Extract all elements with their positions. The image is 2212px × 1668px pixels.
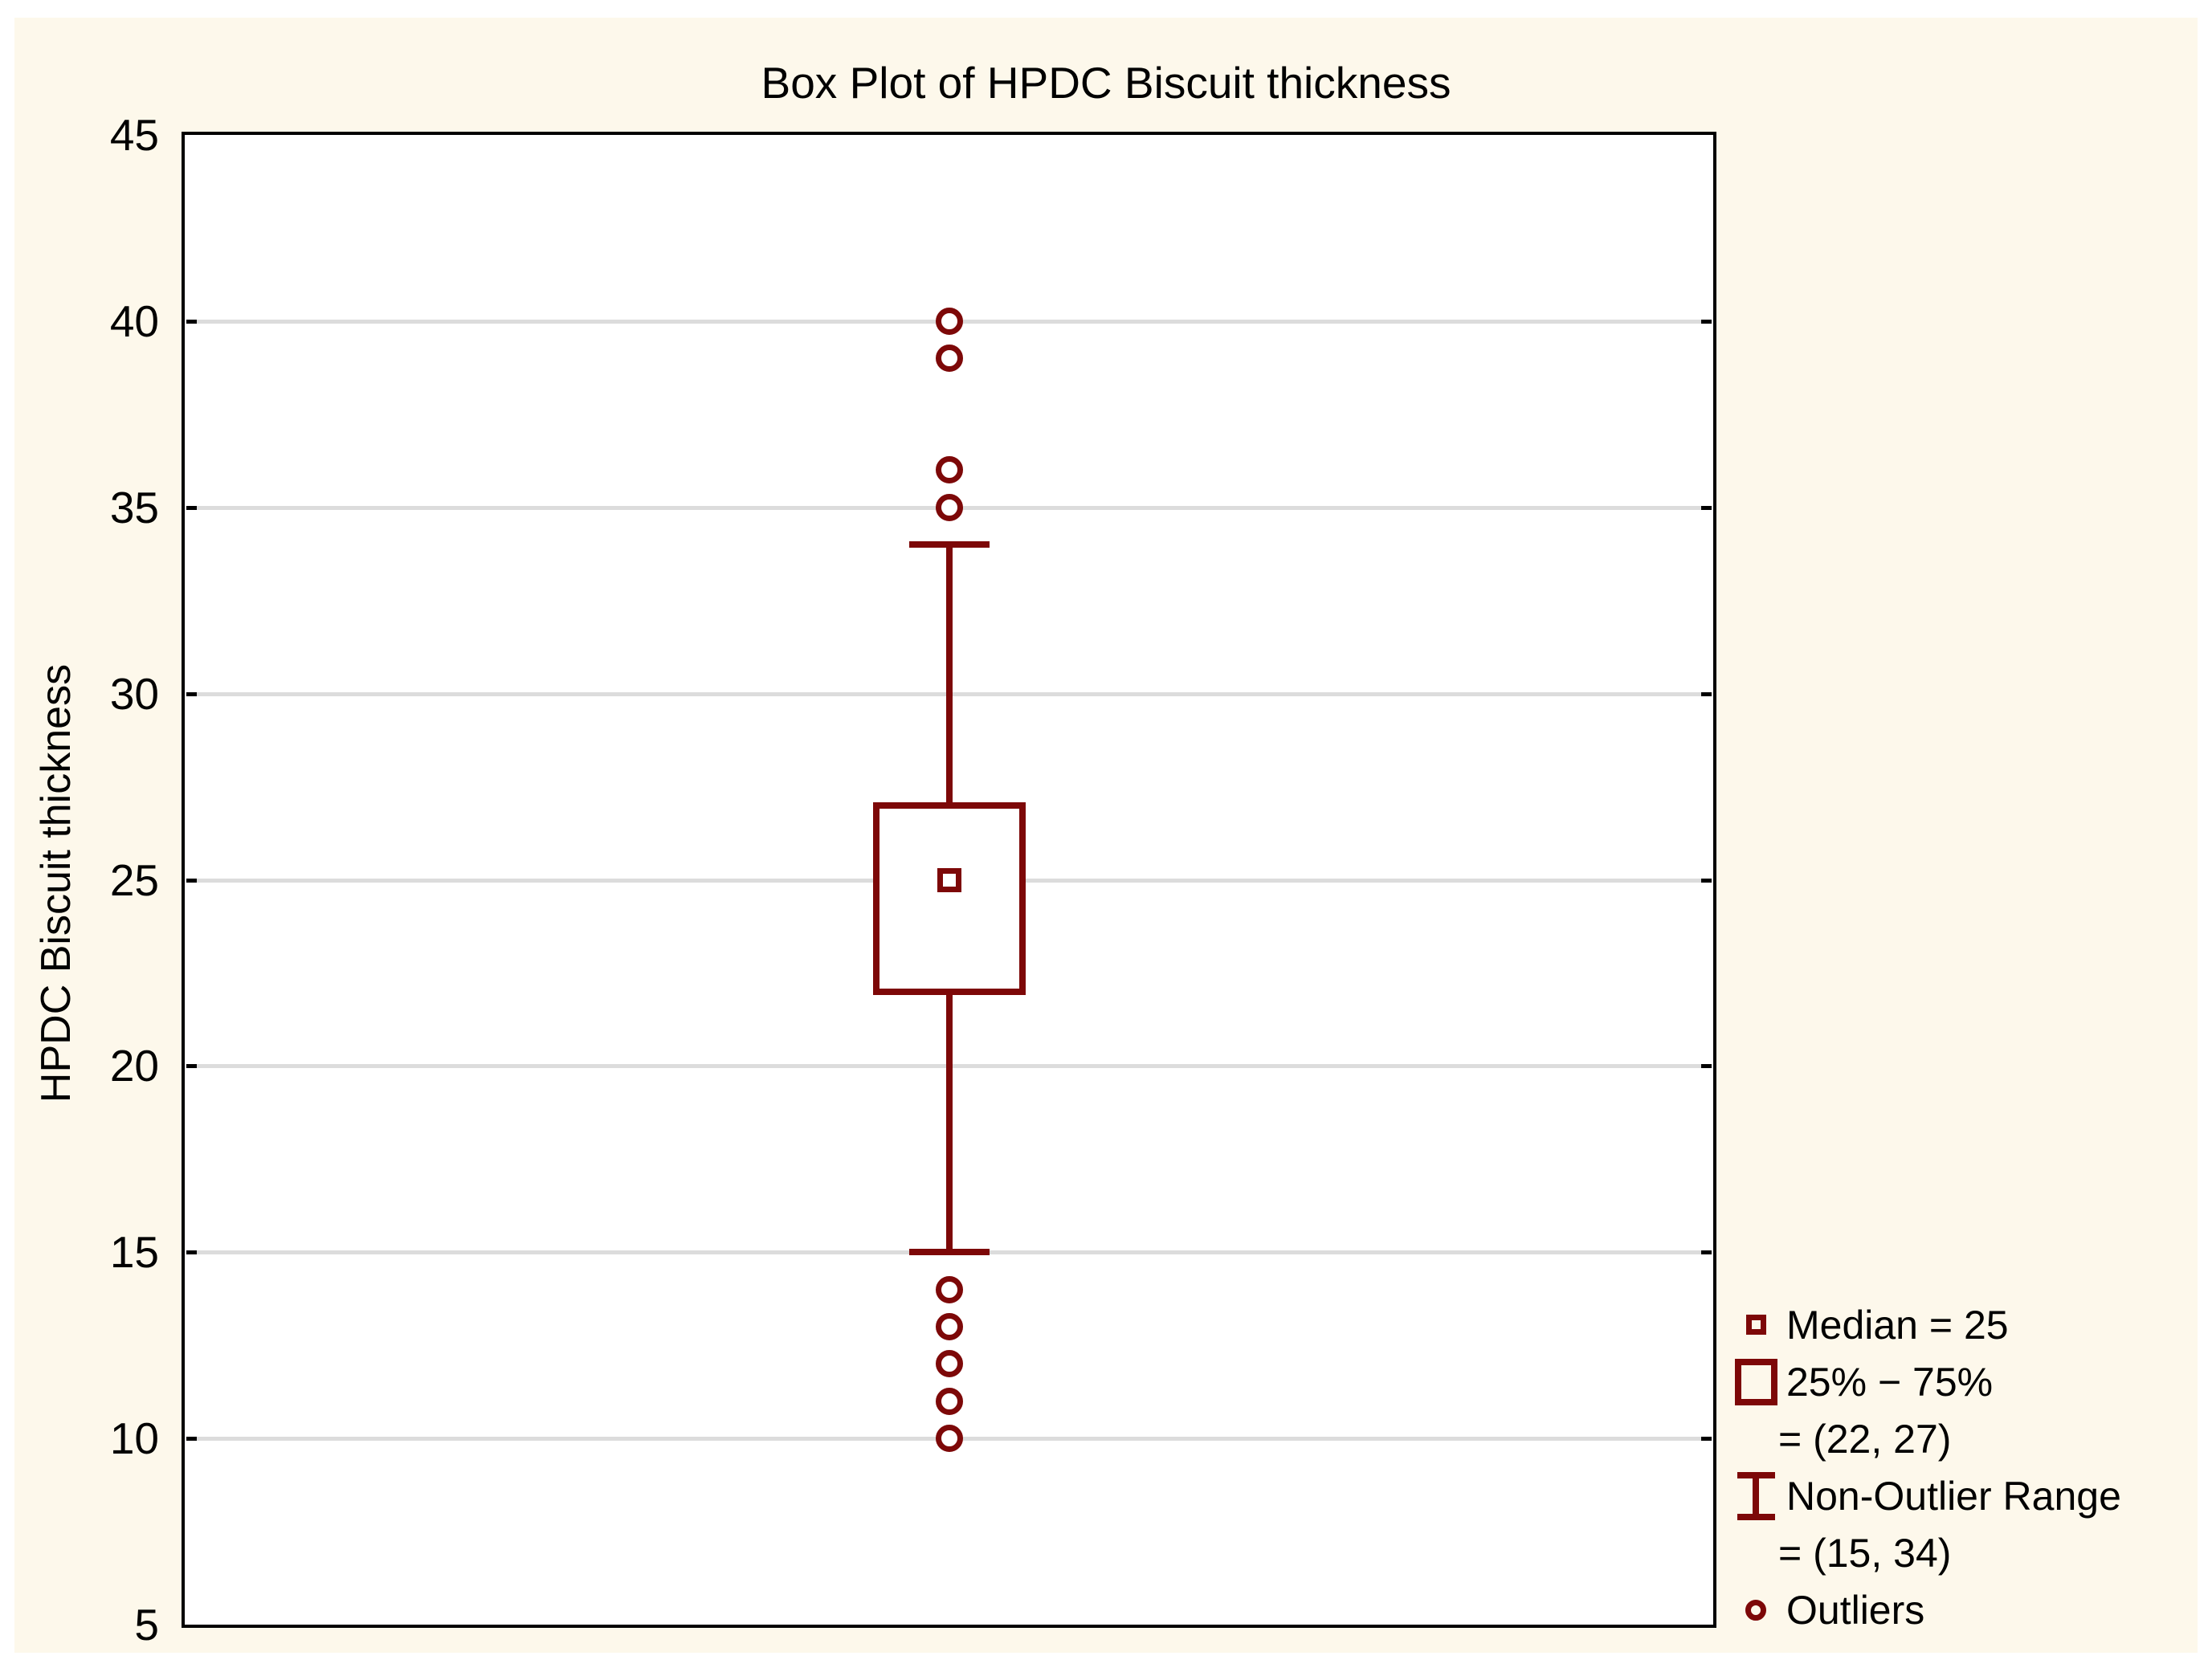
- y-tick-mark-right-25: [1701, 878, 1712, 883]
- legend-item-median: Median = 25: [1725, 1296, 2191, 1353]
- whisker-cap-top: [908, 541, 990, 549]
- outlier-point-12: [935, 1350, 963, 1378]
- median-square-icon: [1745, 1315, 1766, 1335]
- y-tick-mark-left-25: [186, 878, 197, 883]
- y-tick-label-15: 15: [109, 1227, 159, 1278]
- y-tick-label-20: 20: [109, 1041, 159, 1091]
- y-tick-mark-left-10: [186, 1437, 197, 1442]
- y-tick-mark-left-15: [186, 1250, 197, 1255]
- legend-item-outliers: Outliers: [1725, 1581, 2191, 1638]
- outlier-point-11: [935, 1387, 963, 1415]
- legend-item-label: Median = 25: [1786, 1302, 2009, 1348]
- outlier-point-13: [935, 1313, 963, 1340]
- outlier-point-10: [935, 1425, 963, 1453]
- outlier-circle-icon: [1745, 1599, 1766, 1621]
- y-tick-label-45: 45: [109, 110, 159, 160]
- y-tick-mark-right-15: [1701, 1250, 1712, 1255]
- legend-item-label: Outliers: [1786, 1587, 1925, 1633]
- legend: Median = 25 25% − 75% = (22, 27) Non-Out…: [1725, 1296, 2191, 1638]
- y-tick-label-40: 40: [109, 296, 159, 346]
- y-tick-label-35: 35: [109, 482, 159, 532]
- y-tick-mark-left-20: [186, 1064, 197, 1069]
- legend-item-label: = (22, 27): [1778, 1416, 1952, 1462]
- outlier-point-40: [935, 307, 963, 335]
- y-tick-mark-right-40: [1701, 319, 1712, 324]
- legend-item-label: Non-Outlier Range: [1786, 1473, 2121, 1519]
- whisker-lower: [945, 991, 953, 1253]
- y-tick-mark-right-30: [1701, 691, 1712, 696]
- y-tick-mark-left-30: [186, 691, 197, 696]
- y-tick-label-10: 10: [109, 1413, 159, 1464]
- legend-item-iqr-values: = (22, 27): [1725, 1410, 2191, 1467]
- whisker-cap-bottom: [908, 1249, 990, 1256]
- y-tick-mark-left-40: [186, 319, 197, 324]
- chart-title: Box Plot of HPDC Biscuit thickness: [761, 58, 1451, 108]
- legend-item-iqr: 25% − 75%: [1725, 1353, 2191, 1410]
- y-tick-label-25: 25: [109, 854, 159, 905]
- legend-item-label: = (15, 34): [1778, 1530, 1952, 1576]
- legend-item-non-outlier-range: Non-Outlier Range: [1725, 1467, 2191, 1524]
- iqr-box-icon: [1734, 1358, 1777, 1405]
- legend-item-range-values: = (15, 34): [1725, 1524, 2191, 1581]
- y-tick-mark-left-35: [186, 505, 197, 510]
- whisker-range-icon: [1737, 1471, 1775, 1520]
- y-tick-label-30: 30: [109, 668, 159, 719]
- outlier-point-36: [935, 456, 963, 484]
- whisker-upper: [945, 544, 953, 805]
- y-tick-mark-right-35: [1701, 505, 1712, 510]
- y-tick-label-5: 5: [134, 1600, 159, 1650]
- outlier-point-35: [935, 493, 963, 521]
- outlier-point-14: [935, 1275, 963, 1303]
- iqr-box: [872, 801, 1026, 995]
- legend-item-label: 25% − 75%: [1786, 1359, 1994, 1405]
- median-marker: [937, 867, 961, 892]
- y-tick-mark-right-20: [1701, 1064, 1712, 1069]
- y-tick-mark-right-10: [1701, 1437, 1712, 1442]
- outlier-point-39: [935, 345, 963, 373]
